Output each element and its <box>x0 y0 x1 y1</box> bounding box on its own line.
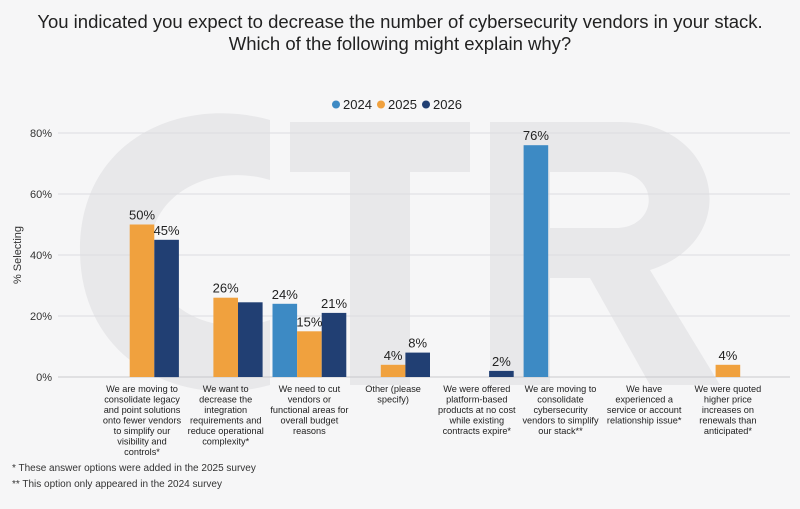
x-axis-label-line: while existing <box>448 416 504 426</box>
data-label-2025: 26% <box>213 281 239 296</box>
legend-marker-2025 <box>377 100 385 109</box>
bar-2024 <box>272 303 298 377</box>
bar-2026 <box>405 352 430 377</box>
bar-2025 <box>297 331 322 378</box>
legend-label-2024: 2024 <box>343 97 372 112</box>
chart-title-line: Which of the following might explain why… <box>229 33 571 54</box>
y-tick-label: 0% <box>36 372 52 384</box>
x-axis-label-line: complexity* <box>202 437 249 447</box>
data-labels: 50%45% 26% 24% 15% 21% 4% 8% 2% 76% 4% <box>129 128 738 369</box>
y-axis-ticks: 0% 20% 40% 60% 80% <box>30 128 52 384</box>
x-axis-label-line: We were offered <box>443 384 510 394</box>
x-axis-label-line: decrease the <box>199 395 252 405</box>
x-axis-label-line: increases on <box>702 405 754 415</box>
x-axis-label-line: consolidate legacy <box>104 395 180 405</box>
legend: 2024 2025 2026 <box>332 97 462 112</box>
chart-title-line: You indicated you expect to decrease the… <box>37 11 762 32</box>
bar-2025 <box>129 224 155 377</box>
x-axis-label-line: products at no cost <box>438 405 516 415</box>
x-axis-label-line: higher price <box>704 395 752 405</box>
y-axis-label: % Selecting <box>12 226 24 284</box>
x-axis-label-line: Other (please <box>365 384 421 394</box>
x-axis-label-line: specify) <box>377 395 409 405</box>
x-axis-label-line: and point solutions <box>104 405 181 415</box>
footnote-2025: * These answer options were added in the… <box>12 463 256 474</box>
x-axis-label-line: onto fewer vendors <box>103 416 182 426</box>
data-label-2024: 76% <box>523 128 549 143</box>
y-tick-label: 60% <box>30 189 52 201</box>
x-axis-label-line: We have <box>626 384 662 394</box>
x-axis-label-line: visibility and <box>117 437 167 447</box>
x-axis-label-line: relationship issue* <box>607 416 682 426</box>
bar-2025 <box>715 364 741 377</box>
x-axis-label-line: our stack** <box>538 426 583 436</box>
x-axis-label-line: contracts expire* <box>443 426 512 436</box>
footnote-2024: ** This option only appeared in the 2024… <box>12 479 222 490</box>
data-label-2026: 45% <box>154 223 180 238</box>
x-axis-label-line: We are moving to <box>106 384 178 394</box>
y-tick-label: 40% <box>30 250 52 262</box>
x-axis-label-line: functional areas for <box>270 405 348 415</box>
x-axis-label-line: vendors to simplify <box>522 416 598 426</box>
x-axis-label-line: We were quoted <box>695 384 762 394</box>
data-label-2025: 50% <box>129 208 155 223</box>
legend-label-2025: 2025 <box>388 97 417 112</box>
y-tick-label: 80% <box>30 128 52 140</box>
x-axis-label-line: cybersecurity <box>533 405 588 415</box>
bar-2024 <box>523 145 549 377</box>
legend-marker-2026 <box>422 100 430 109</box>
bars <box>129 145 741 378</box>
x-axis-label-line: anticipated* <box>704 426 752 436</box>
x-axis-label-line: requirements and <box>190 416 262 426</box>
x-axis-label-line: service or account <box>607 405 682 415</box>
bar-2026 <box>154 239 179 378</box>
chart-title: You indicated you expect to decrease the… <box>37 11 762 54</box>
x-axis-label-line: integration <box>204 405 247 415</box>
x-axis-label-line: controls* <box>124 447 160 457</box>
data-label-2024: 24% <box>272 287 298 302</box>
bar-2025 <box>380 364 406 377</box>
watermark-shape-c <box>80 113 270 392</box>
x-axis-label-line: We need to cut <box>279 384 341 394</box>
data-label-2025: 4% <box>384 348 403 363</box>
data-label-2026: 2% <box>492 354 511 369</box>
x-axis-label-line: reduce operational <box>188 426 264 436</box>
data-label-2026: 8% <box>408 336 427 351</box>
watermark-shape-t <box>290 122 470 385</box>
legend-marker-2024 <box>332 100 340 109</box>
data-label-2025: 15% <box>296 314 322 329</box>
bar-2026 <box>489 370 514 377</box>
x-axis-label-line: renewals than <box>699 416 756 426</box>
x-axis-label-line: to simplify our <box>114 426 171 436</box>
y-tick-label: 20% <box>30 311 52 323</box>
bar-2026 <box>238 302 263 377</box>
x-axis-label-line: We are moving to <box>525 384 597 394</box>
x-axis-label-line: platform-based <box>446 395 507 405</box>
data-label-2026: 21% <box>321 296 347 311</box>
bar-2025 <box>213 297 238 377</box>
x-axis-label-line: overall budget <box>281 416 339 426</box>
x-axis-label-line: experienced a <box>615 395 674 405</box>
x-axis-label-line: We want to <box>203 384 249 394</box>
x-axis-label-line: vendors or <box>288 395 331 405</box>
bar-2026 <box>321 312 347 377</box>
legend-label-2026: 2026 <box>433 97 462 112</box>
data-label-2025: 4% <box>719 348 738 363</box>
x-axis-label-line: consolidate <box>537 395 583 405</box>
x-axis-label-line: reasons <box>293 426 326 436</box>
